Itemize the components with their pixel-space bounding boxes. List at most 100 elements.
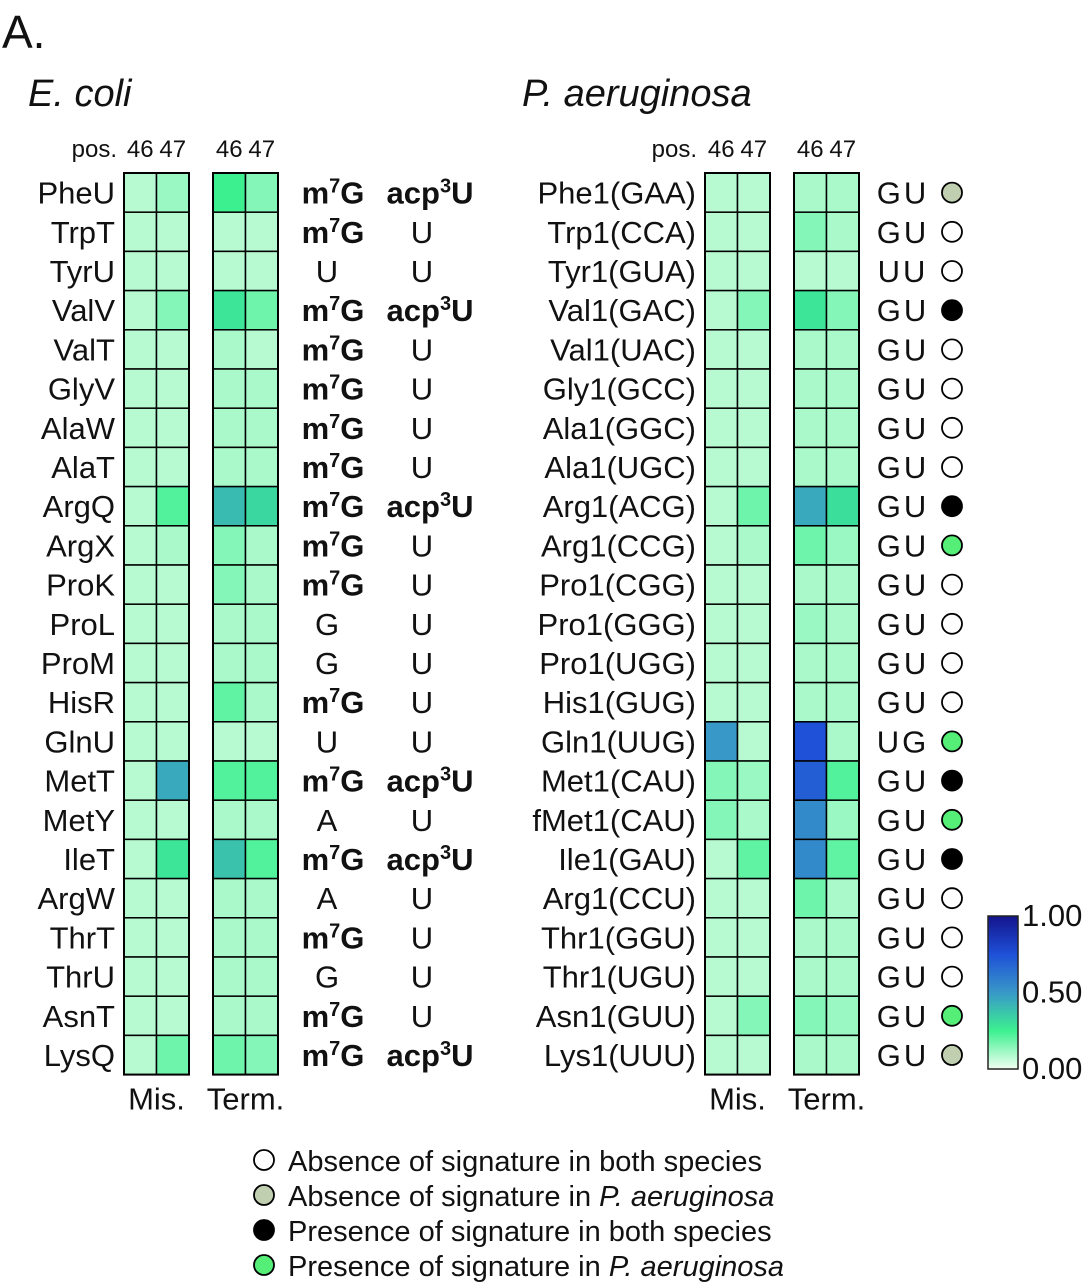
ecoli-mod-47: U bbox=[411, 254, 433, 289]
paeruginosa-mis-cell bbox=[736, 368, 771, 409]
ecoli-row-label: GlnU bbox=[44, 724, 115, 759]
paeruginosa-term-cell bbox=[793, 446, 828, 488]
ecoli-mod-47: acp3U bbox=[387, 1038, 474, 1073]
paeruginosa-mis-cell bbox=[704, 211, 739, 253]
paeruginosa-mis-cell bbox=[736, 995, 771, 1037]
ecoli-mod-47: U bbox=[411, 528, 433, 563]
ecoli-mod-47: U bbox=[411, 568, 433, 603]
ecoli-mod-47: U bbox=[411, 646, 433, 681]
ecoli-mis-cell bbox=[123, 838, 158, 880]
ecoli-term-cell bbox=[244, 446, 279, 488]
ecoli-term-cell bbox=[244, 329, 279, 370]
legend-marker-absent-pa bbox=[253, 1184, 275, 1206]
signature-marker bbox=[941, 1004, 963, 1027]
legend-marker-absent-both bbox=[253, 1149, 275, 1171]
paeruginosa-nucleotides: GU bbox=[877, 568, 930, 603]
paeruginosa-term-cell bbox=[793, 329, 828, 370]
paeruginosa-term-frame bbox=[793, 172, 860, 1076]
paeruginosa-row-label: fMet1(CAU) bbox=[532, 803, 696, 838]
paeruginosa-row-label: Phe1(GAA) bbox=[537, 176, 696, 211]
ecoli-mod-46: m7G bbox=[302, 528, 365, 563]
paeruginosa-nucleotides: GU bbox=[877, 489, 930, 524]
paeruginosa-position-47-term: 47 bbox=[829, 136, 856, 163]
ecoli-row-label: ThrU bbox=[46, 960, 115, 995]
ecoli-mod-47: U bbox=[411, 332, 433, 367]
ecoli-row-label: MetT bbox=[44, 764, 115, 799]
ecoli-mis-cell bbox=[155, 525, 190, 566]
ecoli-mis-cell bbox=[123, 289, 158, 331]
ecoli-mis-cell bbox=[123, 956, 158, 997]
ecoli-mod-46: A bbox=[317, 803, 338, 838]
paeruginosa-nucleotides: GU bbox=[877, 803, 930, 838]
ecoli-mis-cell bbox=[155, 603, 190, 645]
ecoli-term-cell bbox=[212, 760, 247, 801]
paeruginosa-term-cell bbox=[793, 956, 828, 997]
paeruginosa-pos-label: pos. bbox=[652, 136, 697, 163]
ecoli-term-label: Term. bbox=[207, 1082, 285, 1117]
ecoli-row-label: AsnT bbox=[43, 999, 115, 1034]
paeruginosa-row-label: Val1(UAC) bbox=[550, 332, 696, 367]
paeruginosa-term-cell bbox=[793, 485, 828, 527]
ecoli-term-cell bbox=[244, 877, 279, 919]
ecoli-term-cell bbox=[244, 172, 279, 213]
ecoli-row-label: LysQ bbox=[44, 1038, 115, 1073]
paeruginosa-nucleotides: GU bbox=[877, 920, 930, 955]
paeruginosa-term-cell bbox=[825, 760, 860, 801]
ecoli-term-cell bbox=[244, 368, 279, 409]
paeruginosa-mis-cell bbox=[704, 799, 739, 841]
ecoli-mod-47: U bbox=[411, 960, 433, 995]
paeruginosa-nucleotides: GU bbox=[877, 607, 930, 642]
signature-marker bbox=[941, 652, 963, 674]
ecoli-row-label: ArgW bbox=[38, 881, 116, 916]
paeruginosa-mis-heatmap bbox=[704, 172, 771, 1076]
paeruginosa-row-label: Thr1(GGU) bbox=[541, 920, 696, 955]
paeruginosa-nucleotides: GU bbox=[877, 450, 930, 485]
ecoli-term-cell bbox=[244, 760, 279, 801]
paeruginosa-term-cell bbox=[825, 1034, 860, 1076]
paeruginosa-row-label: Arg1(ACG) bbox=[543, 489, 696, 524]
signature-marker bbox=[941, 377, 963, 400]
ecoli-term-cell bbox=[244, 525, 279, 566]
paeruginosa-mis-cell bbox=[704, 368, 739, 409]
paeruginosa-mis-cell bbox=[736, 211, 771, 253]
ecoli-term-cell bbox=[212, 446, 247, 488]
paeruginosa-term-cell bbox=[825, 211, 860, 253]
ecoli-mis-cell bbox=[155, 211, 190, 253]
ecoli-term-cell bbox=[212, 1034, 247, 1076]
ecoli-row-label: ValT bbox=[54, 332, 116, 367]
ecoli-mis-cell bbox=[155, 407, 190, 449]
ecoli-mod-46: m7G bbox=[302, 411, 365, 446]
legend-label-present-pa: Presence of signature in P. aeruginosa bbox=[288, 1251, 784, 1283]
ecoli-term-cell bbox=[244, 642, 279, 684]
paeruginosa-term-cell bbox=[793, 995, 828, 1037]
paeruginosa-mis-cell bbox=[736, 838, 771, 880]
ecoli-mod-47: U bbox=[411, 999, 433, 1034]
legend-marker-present-pa bbox=[253, 1254, 275, 1276]
ecoli-mod-47: U bbox=[411, 411, 433, 446]
signature-marker bbox=[941, 534, 963, 557]
paeruginosa-term-cell bbox=[825, 289, 860, 331]
colorbar-tick-label: 0.50 bbox=[1022, 975, 1082, 1010]
ecoli-mod-47: U bbox=[411, 881, 433, 916]
paeruginosa-term-cell bbox=[825, 603, 860, 645]
paeruginosa-mis-cell bbox=[736, 446, 771, 488]
paeruginosa-term-cell bbox=[825, 564, 860, 605]
ecoli-mis-cell bbox=[155, 1034, 190, 1076]
paeruginosa-row-label: Lys1(UUU) bbox=[544, 1038, 696, 1073]
paeruginosa-mis-cell bbox=[704, 564, 739, 605]
paeruginosa-nucleotides: GU bbox=[877, 764, 930, 799]
ecoli-mod-46: m7G bbox=[302, 842, 365, 877]
ecoli-mis-cell bbox=[123, 407, 158, 449]
ecoli-mod-47: U bbox=[411, 920, 433, 955]
ecoli-mod-46: m7G bbox=[302, 999, 365, 1034]
paeruginosa-nucleotides: GU bbox=[877, 411, 930, 446]
ecoli-mis-label: Mis. bbox=[128, 1082, 185, 1117]
paeruginosa-mis-cell bbox=[704, 917, 739, 958]
ecoli-row-label: ProK bbox=[46, 568, 115, 603]
paeruginosa-mis-cell bbox=[736, 172, 771, 213]
paeruginosa-row-label: His1(GUG) bbox=[543, 685, 696, 720]
ecoli-mod-46: G bbox=[315, 960, 339, 995]
paeruginosa-mis-label: Mis. bbox=[709, 1082, 766, 1117]
ecoli-term-cell bbox=[212, 838, 247, 880]
ecoli-mis-cell bbox=[123, 329, 158, 370]
